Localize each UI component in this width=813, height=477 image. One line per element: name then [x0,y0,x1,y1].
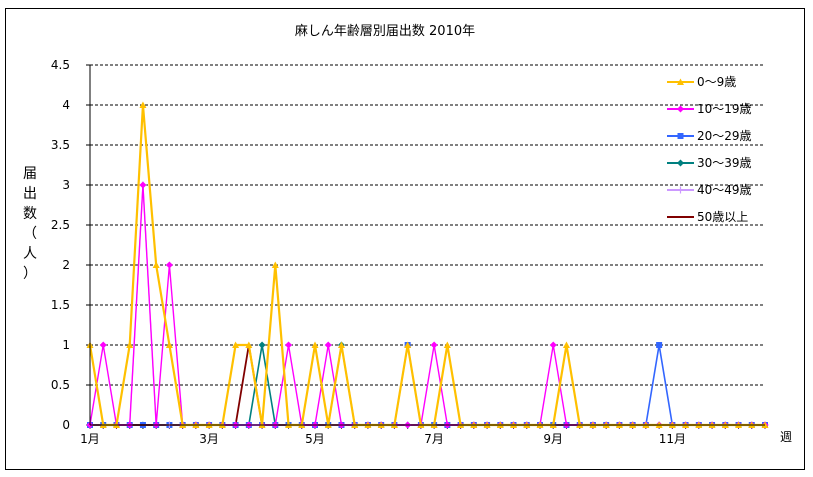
data-point [232,341,240,348]
data-point [165,261,173,269]
x-tick-label: 9月 [543,432,563,446]
legend-marker [677,105,684,113]
legend-label: 30～39歳 [697,156,752,170]
data-point [258,341,266,349]
legend-item: 20～29歳 [667,129,752,143]
y-tick-label: 4 [62,98,70,112]
data-point [311,341,319,348]
legend-item: 10～19歳 [667,102,752,116]
data-point [99,341,107,349]
x-tick-label: 11月 [659,432,686,446]
data-point [139,181,147,189]
legend-label: 10～19歳 [697,102,752,116]
legend: 0～9歳 10～19歳 20～29歳 30～39歳 40～49歳 50歳以上 [667,75,752,224]
chart-title: 麻しん年齢層別届出数 2010年 [295,24,475,39]
legend-item: 0～9歳 [667,75,736,89]
chart-frame [5,8,805,470]
legend-item: 50歳以上 [667,210,748,224]
data-point [443,341,451,348]
legend-marker [677,133,684,139]
x-tick-label: 1月 [80,432,100,446]
data-point [656,342,663,348]
data-point [126,341,134,348]
x-tick-label: 3月 [199,432,219,446]
y-tick-labels: 0 0.5 1 1.5 2 2.5 3 3.5 4 4.5 [51,58,70,432]
data-point [271,261,279,268]
x-tick-label: 7月 [424,432,444,446]
legend-marker [677,186,684,194]
legend-label: 0～9歳 [697,75,736,89]
data-point [562,341,570,348]
legend-item: 30～39歳 [667,156,752,170]
x-axis-label: 週 [780,430,792,444]
y-tick-label: 2 [62,258,70,272]
y-tick-label: 0 [62,418,70,432]
legend-marker [677,159,684,167]
data-point [324,341,332,349]
data-point [337,341,345,348]
data-point [152,261,160,268]
y-tick-label: 4.5 [51,58,70,72]
y-tick-label: 2.5 [51,218,70,232]
gridlines [86,64,765,426]
y-tick-label: 1 [62,338,70,352]
legend-label: 20～29歳 [697,129,752,143]
y-tick-label: 3 [62,178,70,192]
y-axis-label-char: 届 [23,166,37,182]
y-axis-label-char: 出 [23,186,37,202]
legend-label: 40～49歳 [697,183,752,197]
x-tick-label: 5月 [305,432,325,446]
y-tick-label: 3.5 [51,138,70,152]
data-point [165,341,173,348]
y-axis-label-char: 数 [23,206,37,222]
data-point [139,101,147,108]
axes [89,65,765,426]
data-point [245,341,253,348]
y-axis-label-char: 人 [23,246,37,262]
legend-label: 50歳以上 [697,210,748,224]
y-axis-label-char: ） [23,266,37,282]
legend-marker [677,78,684,85]
y-tick-label: 0.5 [51,378,70,392]
data-point [430,341,438,349]
legend-item: 40～49歳 [667,183,752,197]
y-axis-label: 届出数 （ 人 ） [23,166,37,282]
data-point [404,341,412,348]
data-point [549,341,557,349]
data-point [285,341,293,349]
y-tick-label: 1.5 [51,298,70,312]
y-axis-label-char: （ [23,226,37,242]
